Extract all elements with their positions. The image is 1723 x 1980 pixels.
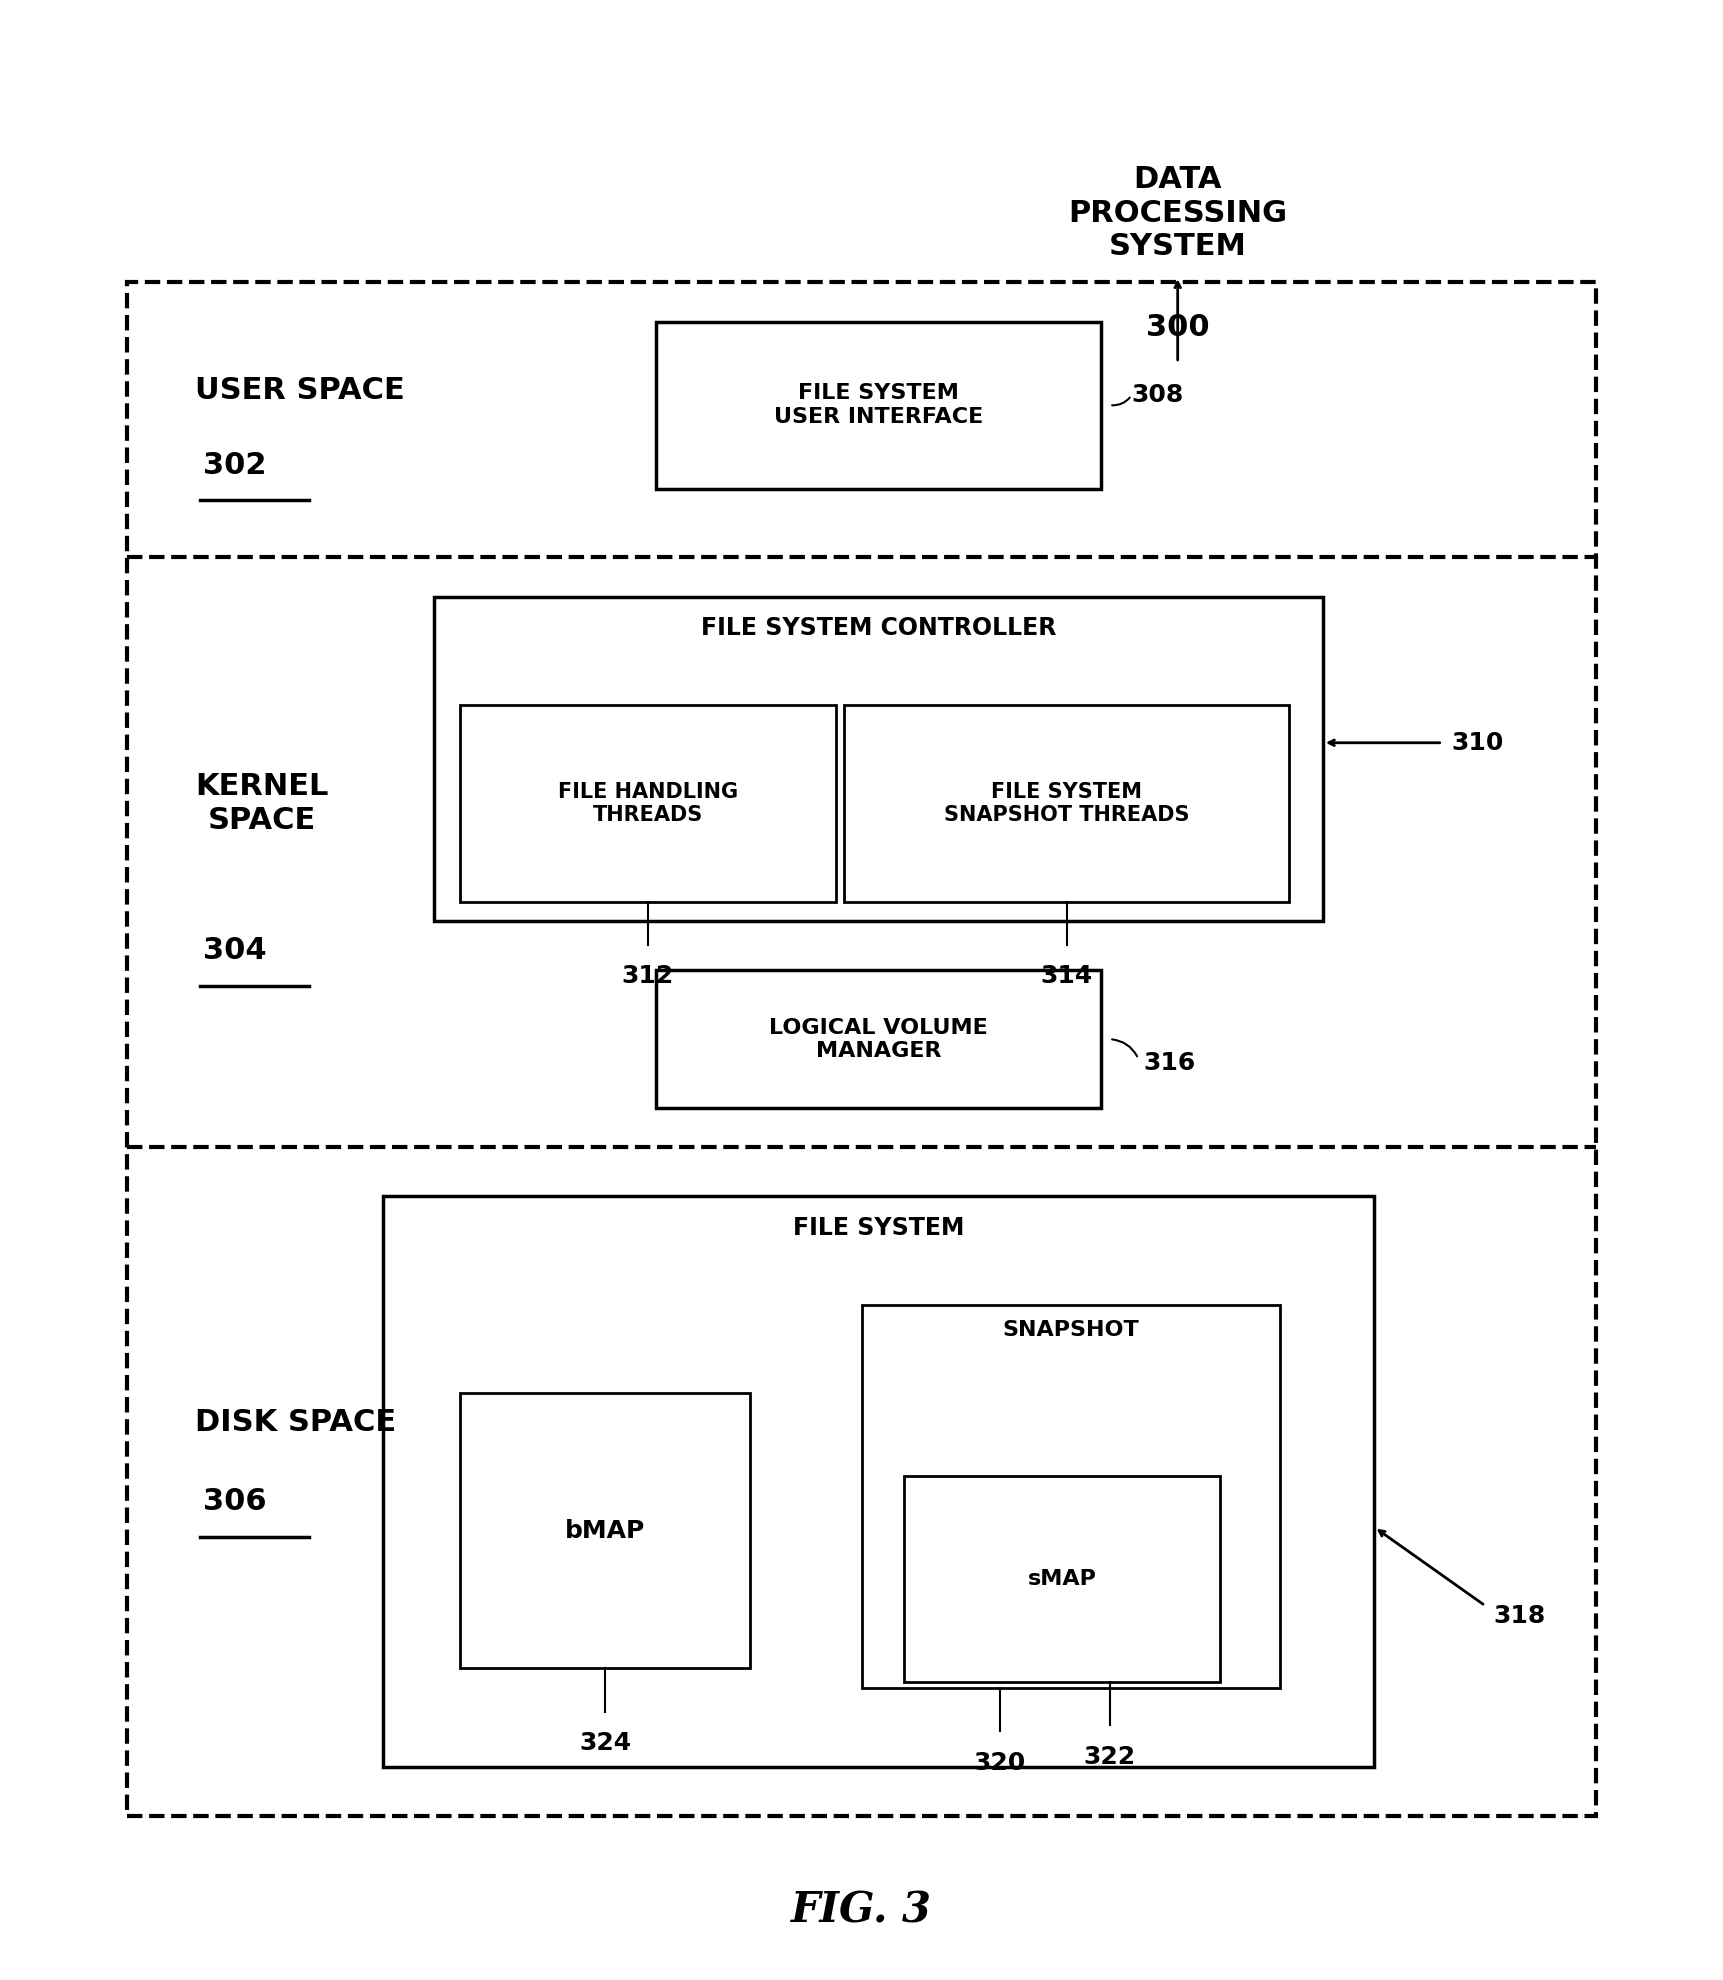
Text: DISK SPACE: DISK SPACE — [195, 1408, 396, 1437]
Text: LOGICAL VOLUME
MANAGER: LOGICAL VOLUME MANAGER — [768, 1018, 987, 1061]
FancyBboxPatch shape — [383, 1196, 1375, 1766]
Text: FILE HANDLING
THREADS: FILE HANDLING THREADS — [558, 782, 737, 826]
Text: DATA
PROCESSING
SYSTEM: DATA PROCESSING SYSTEM — [1068, 164, 1287, 261]
Text: FILE SYSTEM: FILE SYSTEM — [793, 1216, 965, 1239]
FancyBboxPatch shape — [656, 321, 1101, 489]
Text: KERNEL
SPACE: KERNEL SPACE — [195, 772, 329, 834]
Text: 310: 310 — [1451, 731, 1504, 754]
Text: FILE SYSTEM
SNAPSHOT THREADS: FILE SYSTEM SNAPSHOT THREADS — [944, 782, 1189, 826]
Text: 324: 324 — [579, 1731, 631, 1754]
Text: 308: 308 — [1132, 384, 1184, 408]
Text: 320: 320 — [973, 1750, 1025, 1774]
FancyBboxPatch shape — [844, 705, 1289, 901]
Text: 314: 314 — [1041, 964, 1092, 988]
FancyBboxPatch shape — [460, 1394, 751, 1669]
FancyBboxPatch shape — [862, 1305, 1280, 1689]
Text: bMAP: bMAP — [565, 1519, 644, 1542]
Text: 306: 306 — [203, 1487, 267, 1515]
Text: USER SPACE: USER SPACE — [195, 376, 405, 404]
FancyBboxPatch shape — [460, 705, 836, 901]
Text: 304: 304 — [203, 937, 267, 964]
Text: 312: 312 — [622, 964, 674, 988]
Text: 302: 302 — [203, 451, 267, 479]
Text: 318: 318 — [1494, 1604, 1546, 1628]
FancyBboxPatch shape — [656, 970, 1101, 1109]
Text: SNAPSHOT: SNAPSHOT — [1003, 1321, 1139, 1340]
Text: FILE SYSTEM
USER INTERFACE: FILE SYSTEM USER INTERFACE — [774, 384, 984, 426]
Text: 300: 300 — [1146, 313, 1210, 343]
Text: 322: 322 — [1084, 1744, 1135, 1768]
Text: FIG. 3: FIG. 3 — [791, 1889, 932, 1930]
Text: FILE SYSTEM CONTROLLER: FILE SYSTEM CONTROLLER — [701, 616, 1056, 640]
FancyBboxPatch shape — [126, 283, 1597, 1816]
Text: 316: 316 — [1144, 1051, 1196, 1075]
Text: sMAP: sMAP — [1029, 1568, 1098, 1588]
FancyBboxPatch shape — [905, 1475, 1220, 1683]
FancyBboxPatch shape — [434, 596, 1323, 921]
